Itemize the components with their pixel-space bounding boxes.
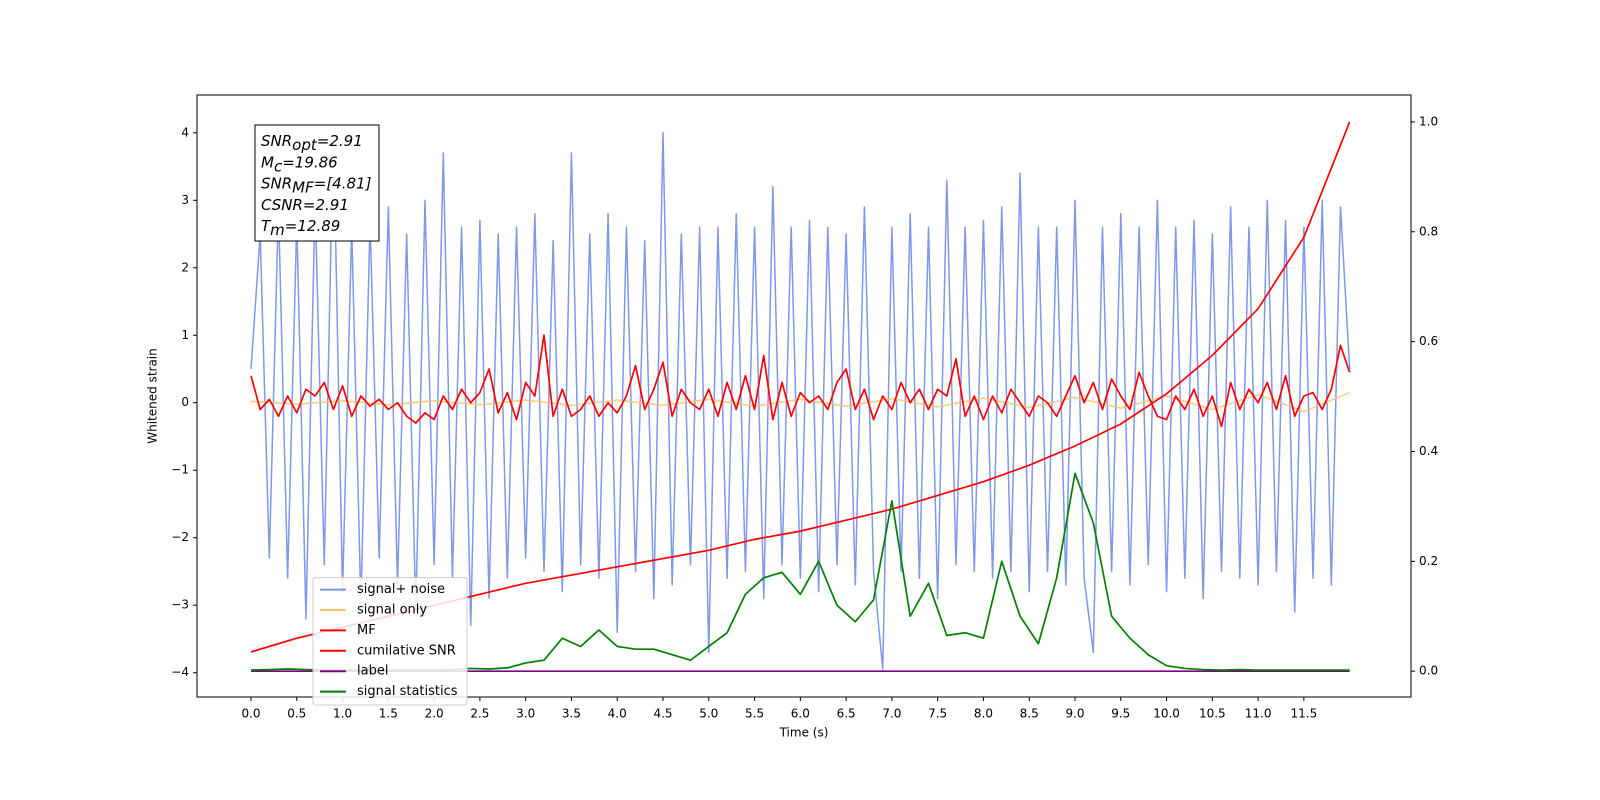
legend-label: label (357, 664, 388, 679)
y2-tick-label: 1.0 (1419, 114, 1438, 128)
x-tick-label: 8.0 (974, 707, 993, 721)
legend-label: signal statistics (357, 684, 458, 699)
annotation-box: SNRopt=2.91Mc=19.86SNRMF=[4.81]CSNR=2.91… (254, 124, 380, 242)
x-axis-label: Time (s) (779, 726, 829, 740)
annotation-name: T (261, 217, 272, 235)
y-tick-label: −1 (171, 463, 189, 477)
annotation-sub: opt (292, 136, 318, 154)
annotation-name: CSNR (261, 195, 303, 213)
y-tick-label: 4 (181, 125, 189, 139)
x-tick-label: 0.5 (287, 707, 306, 721)
legend-label: cumilative SNR (357, 643, 456, 658)
annotation-line: Mc=19.86 (261, 153, 338, 175)
series-line (250, 125, 1351, 671)
x-tick-label: 11.0 (1245, 707, 1272, 721)
annotation-sub: MF (292, 178, 314, 196)
x-tick-label: 10.5 (1199, 707, 1226, 721)
x-tick-label: 5.5 (745, 707, 764, 721)
annotation-name: SNR (261, 132, 292, 150)
legend-label: signal only (357, 603, 427, 618)
y2-tick-label: 0.2 (1419, 554, 1438, 568)
y2-tick-label: 0.4 (1419, 444, 1438, 458)
x-tick-label: 4.0 (608, 707, 627, 721)
x-tick-label: 0.0 (241, 707, 260, 721)
y-tick-label: 0 (181, 395, 189, 409)
annotation-line: CSNR=2.91 (261, 195, 349, 213)
annotation-value: =12.89 (285, 217, 341, 235)
y-tick-label: 2 (181, 260, 189, 274)
series-line (250, 334, 1351, 428)
x-tick-label: 7.5 (928, 707, 947, 721)
x-tick-label: 10.0 (1153, 707, 1180, 721)
x-tick-label: 1.5 (379, 707, 398, 721)
annotation-frame (254, 124, 380, 242)
annotation-value: =19.86 (282, 153, 338, 171)
x-tick-label: 11.5 (1291, 707, 1318, 721)
y2-tick-label: 0.6 (1419, 334, 1438, 348)
legend-frame (312, 577, 468, 706)
legend: signal+ noise signal only MF cumilative SNR… (312, 577, 468, 706)
annotation-value: =2.91 (303, 195, 349, 213)
legend-label: MF (357, 623, 376, 638)
annotation-value: =[4.81] (314, 174, 372, 192)
annotation-sub: m (270, 221, 285, 239)
x-tick-label: 2.5 (470, 707, 489, 721)
x-tick-label: 2.0 (425, 707, 444, 721)
annotation-line: Tm=12.89 (261, 217, 340, 239)
series-line (250, 391, 1350, 413)
legend-label: signal+ noise (357, 582, 445, 597)
x-tick-label: 9.0 (1065, 707, 1084, 721)
annotation-sub: c (274, 157, 283, 175)
x-tick-label: 8.5 (1020, 707, 1039, 721)
y-tick-label: 3 (181, 193, 189, 207)
annotation-name: M (261, 153, 274, 171)
x-tick-label: 7.0 (882, 707, 901, 721)
x-tick-label: 6.5 (837, 707, 856, 721)
y2-tick-label: 0.8 (1419, 224, 1438, 238)
x-tick-label: 6.0 (791, 707, 810, 721)
y-tick-label: 1 (181, 328, 189, 342)
y2-tick-label: 0.0 (1419, 664, 1438, 678)
axes-frame (196, 94, 1412, 698)
y-axis-label: Whitened strain (146, 348, 160, 444)
x-tick-label: 5.0 (699, 707, 718, 721)
x-tick-label: 1.0 (333, 707, 352, 721)
x-tick-label: 3.5 (562, 707, 581, 721)
y-tick-label: −2 (171, 530, 189, 544)
annotation-line: SNRMF=[4.81] (261, 174, 372, 196)
y-tick-label: −3 (171, 598, 189, 612)
annotation-line: SNRopt=2.91 (261, 132, 363, 154)
x-tick-label: 4.5 (653, 707, 672, 721)
y-tick-label: −4 (171, 665, 189, 679)
annotation-value: =2.91 (317, 132, 363, 150)
x-tick-label: 9.5 (1111, 707, 1130, 721)
annotation-name: SNR (261, 174, 292, 192)
x-tick-label: 3.0 (516, 707, 535, 721)
